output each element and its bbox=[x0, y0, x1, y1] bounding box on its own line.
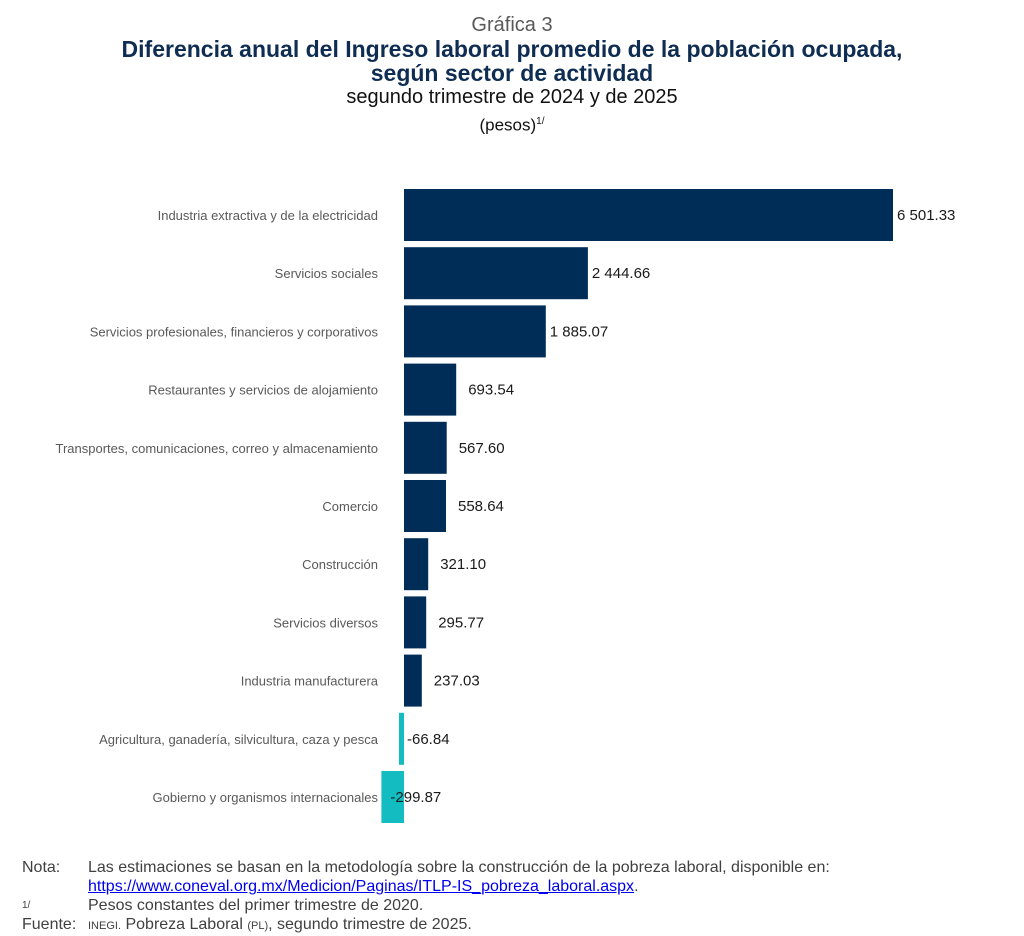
source-row: Fuente: INEGI. Pobreza Laboral (PL), seg… bbox=[22, 915, 1012, 934]
value-label: 237.03 bbox=[434, 673, 480, 690]
chart-notes: Nota: Las estimaciones se basan en la me… bbox=[22, 858, 1012, 934]
category-label: Servicios diversos bbox=[273, 615, 378, 630]
category-label: Restaurantes y servicios de alojamiento bbox=[148, 383, 378, 398]
source-text: Pobreza Laboral bbox=[125, 916, 243, 933]
note-row: Nota: Las estimaciones se basan en la me… bbox=[22, 858, 1012, 877]
value-label: 6 501.33 bbox=[897, 207, 955, 224]
bar bbox=[404, 480, 446, 532]
footnote-text: Pesos constantes del primer trimestre de… bbox=[88, 897, 424, 914]
value-label: 295.77 bbox=[438, 614, 484, 631]
bar bbox=[399, 712, 404, 765]
value-label: -299.87 bbox=[390, 789, 441, 806]
category-label: Industria extractiva y de la electricida… bbox=[158, 208, 378, 223]
value-label: 321.10 bbox=[440, 556, 486, 573]
methodology-link[interactable]: https://www.coneval.org.mx/Medicion/Pagi… bbox=[88, 878, 635, 895]
units-footnote-mark: 1/ bbox=[536, 116, 545, 127]
category-label: Transportes, comunicaciones, correo y al… bbox=[56, 441, 379, 456]
note-link-row: https://www.coneval.org.mx/Medicion/Pagi… bbox=[22, 877, 1012, 896]
bar bbox=[404, 363, 457, 416]
bar bbox=[404, 421, 447, 474]
value-label: 693.54 bbox=[468, 382, 514, 399]
bar bbox=[381, 771, 404, 823]
bar bbox=[404, 305, 546, 358]
value-label: -66.84 bbox=[407, 731, 450, 748]
bar bbox=[404, 538, 429, 591]
note-label: Nota: bbox=[22, 859, 61, 876]
bar-chart: Industria extractiva y de la electricida… bbox=[56, 189, 955, 823]
category-label: Gobierno y organismos internacionales bbox=[153, 790, 379, 805]
source-period: , segundo trimestre de 2025. bbox=[268, 916, 472, 933]
chart-kicker: Gráfica 3 bbox=[471, 14, 553, 36]
category-label: Servicios profesionales, financieros y c… bbox=[90, 324, 379, 339]
source-org: INEGI. bbox=[88, 920, 122, 932]
category-label: Industria manufacturera bbox=[241, 674, 379, 689]
source-abbr: (PL) bbox=[247, 920, 269, 932]
footnote-row: 1/ Pesos constantes del primer trimestre… bbox=[22, 896, 1012, 915]
value-label: 2 444.66 bbox=[592, 265, 650, 282]
chart-title-line2: según sector de actividad bbox=[370, 60, 654, 86]
chart-units: (pesos)1/ bbox=[0, 111, 1024, 137]
category-label: Agricultura, ganadería, silvicultura, ca… bbox=[99, 732, 379, 747]
chart-subtitle: segundo trimestre de 2024 y de 2025 bbox=[346, 86, 678, 108]
bar bbox=[404, 247, 588, 300]
note-text: Las estimaciones se basan en la metodolo… bbox=[88, 859, 830, 876]
note-link-suffix: . bbox=[634, 878, 639, 895]
value-label: 558.64 bbox=[458, 498, 504, 515]
value-label: 1 885.07 bbox=[550, 323, 608, 340]
units-text: (pesos) bbox=[479, 115, 537, 135]
category-label: Construcción bbox=[302, 557, 378, 572]
category-label: Servicios sociales bbox=[275, 266, 379, 281]
bar bbox=[404, 596, 427, 649]
footnote-label: 1/ bbox=[22, 900, 31, 911]
value-label: 567.60 bbox=[459, 440, 505, 457]
bar bbox=[404, 189, 893, 241]
source-label: Fuente: bbox=[22, 916, 77, 933]
chart-title-line1: Diferencia anual del Ingreso laboral pro… bbox=[121, 36, 903, 62]
bar bbox=[404, 654, 422, 707]
category-label: Comercio bbox=[322, 499, 378, 514]
